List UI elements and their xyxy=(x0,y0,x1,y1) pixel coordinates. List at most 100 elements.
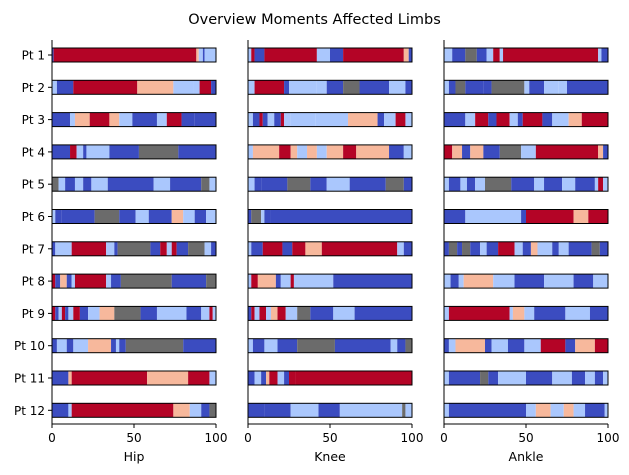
segment-light-blue xyxy=(290,403,319,418)
segment-light-blue xyxy=(248,241,252,256)
segment-dark-blue xyxy=(448,80,456,95)
segment-salmon xyxy=(455,338,485,353)
segment-light-blue xyxy=(209,177,216,192)
segment-dark-blue xyxy=(589,306,608,321)
segment-dark-red xyxy=(171,241,177,256)
x-tick-label: 100 xyxy=(401,431,424,445)
segment-light-blue xyxy=(509,306,513,321)
segment-light-blue xyxy=(550,403,564,418)
segment-light-blue xyxy=(562,177,576,192)
segment-dark-blue xyxy=(284,80,289,95)
segment-salmon xyxy=(99,306,115,321)
segment-light-blue xyxy=(544,80,559,95)
segment-light-blue xyxy=(444,371,449,385)
segment-light-blue xyxy=(248,48,252,62)
segment-gray xyxy=(448,241,458,256)
segment-light-blue xyxy=(204,48,216,62)
segment-dark-blue xyxy=(486,241,499,256)
segment-dark-red xyxy=(160,241,167,256)
segment-light-blue xyxy=(201,306,210,321)
row-label: Pt 10 xyxy=(14,339,45,353)
segment-light-blue xyxy=(119,112,133,127)
panel-hip: 0 50 100 Hip xyxy=(48,40,227,464)
segment-dark-blue xyxy=(310,306,334,321)
segment-gray xyxy=(287,177,311,192)
segment-salmon xyxy=(452,144,463,159)
segment-light-blue xyxy=(544,274,574,289)
segment-dark-blue xyxy=(264,209,271,224)
segment-dark-blue xyxy=(389,144,404,159)
x-tick-label: 0 xyxy=(440,431,448,445)
segment-dark-blue xyxy=(132,112,157,127)
segment-dark-red xyxy=(73,306,80,321)
segment-dark-blue xyxy=(150,241,161,256)
segment-dark-blue xyxy=(111,338,116,353)
segment-light-blue xyxy=(106,274,112,289)
segment-dark-blue xyxy=(282,241,293,256)
segment-gray xyxy=(206,274,216,289)
segment-dark-blue xyxy=(248,209,252,224)
segment-dark-red xyxy=(395,112,406,127)
segment-light-blue xyxy=(156,306,187,321)
segment-light-blue xyxy=(58,177,66,192)
segment-dark-blue xyxy=(148,209,172,224)
segment-dark-blue xyxy=(511,177,535,192)
segment-dark-blue xyxy=(448,403,526,418)
segment-dark-blue xyxy=(111,274,121,289)
segment-dark-blue xyxy=(66,274,72,289)
segment-light-blue xyxy=(521,144,536,159)
segment-light-blue xyxy=(405,403,412,418)
segment-dark-blue xyxy=(450,274,459,289)
segment-dark-blue xyxy=(254,48,265,62)
segment-dark-blue xyxy=(252,338,265,353)
segment-light-blue xyxy=(397,241,404,256)
segment-light-blue xyxy=(248,177,255,192)
segment-dark-blue xyxy=(452,48,466,62)
x-tick-label: 50 xyxy=(322,431,337,445)
segment-light-blue xyxy=(448,338,456,353)
segment-salmon xyxy=(563,403,574,418)
segment-dark-blue xyxy=(552,241,559,256)
segment-salmon xyxy=(88,338,112,353)
segment-gray xyxy=(499,144,522,159)
segment-dark-blue xyxy=(542,112,553,127)
segment-dark-blue xyxy=(254,177,262,192)
segment-dark-blue xyxy=(601,48,608,62)
segment-dark-red xyxy=(53,48,197,62)
segment-dark-blue xyxy=(488,112,497,127)
segment-dark-red xyxy=(259,306,267,321)
segment-dark-blue xyxy=(83,144,87,159)
segment-dark-blue xyxy=(107,177,154,192)
segment-dark-blue xyxy=(585,403,605,418)
segment-dark-blue xyxy=(354,306,412,321)
segment-dark-blue xyxy=(183,338,216,353)
segment-light-blue xyxy=(534,177,545,192)
segment-dark-blue xyxy=(403,177,412,192)
x-tick-label: 50 xyxy=(518,431,533,445)
segment-light-blue xyxy=(594,177,599,192)
segment-light-blue xyxy=(189,403,202,418)
chart-title: Overview Moments Affected Limbs xyxy=(188,12,441,28)
segment-dark-blue xyxy=(52,338,57,353)
segment-gray xyxy=(117,241,151,256)
segment-salmon xyxy=(290,144,298,159)
segment-dark-blue xyxy=(465,80,484,95)
segment-dark-blue xyxy=(408,48,412,62)
segment-dark-blue xyxy=(603,144,608,159)
segment-salmon xyxy=(307,144,317,159)
segment-dark-blue xyxy=(194,112,216,127)
segment-salmon xyxy=(573,209,589,224)
segment-dark-blue xyxy=(534,306,566,321)
segment-light-blue xyxy=(68,306,74,321)
segment-light-blue xyxy=(198,48,203,62)
segment-light-blue xyxy=(552,371,572,385)
segment-dark-blue xyxy=(333,274,412,289)
segment-salmon xyxy=(326,144,344,159)
segment-dark-blue xyxy=(119,338,126,353)
segment-salmon xyxy=(575,338,595,353)
segment-dark-blue xyxy=(526,371,553,385)
row-label: Pt 5 xyxy=(22,178,45,192)
segment-light-blue xyxy=(524,306,535,321)
segment-light-blue xyxy=(524,338,541,353)
segment-dark-red xyxy=(166,112,182,127)
